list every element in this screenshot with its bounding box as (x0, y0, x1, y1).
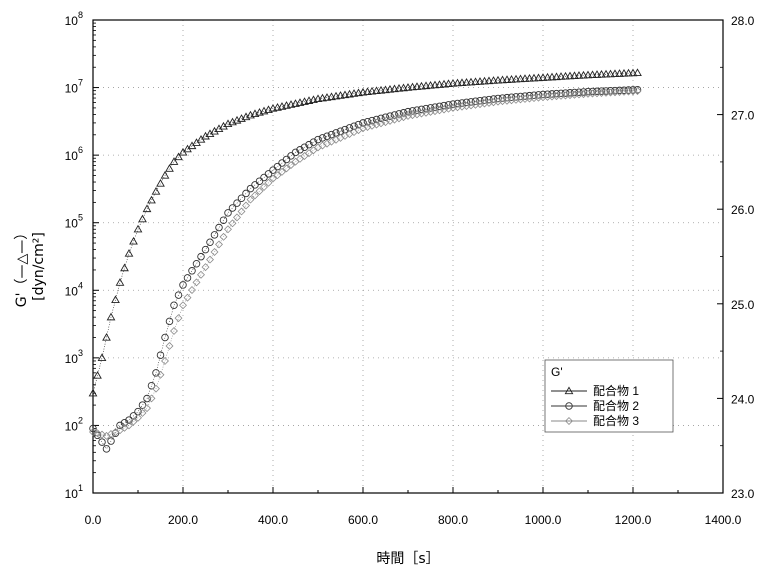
x-tick-label: 600.0 (348, 513, 378, 527)
y-left-tick-exponent: 6 (78, 145, 83, 155)
y-right-tick-label: 23.0 (731, 487, 755, 501)
y-right-tick-label: 24.0 (731, 392, 755, 406)
x-tick-label: 1200.0 (615, 513, 652, 527)
legend-title: G' (551, 365, 563, 379)
y-axis-title-line1: G'（—△—） (14, 226, 30, 307)
y-right-tick-label: 26.0 (731, 203, 755, 217)
legend-label: 配合物 1 (593, 383, 639, 398)
y-left-tick-base: 10 (65, 487, 79, 501)
y-right-tick-label: 27.0 (731, 109, 755, 123)
y-left-tick-base: 10 (65, 352, 79, 366)
y-left-tick-exponent: 8 (78, 10, 83, 20)
x-tick-label: 400.0 (258, 513, 288, 527)
y-left-tick-base: 10 (65, 419, 79, 433)
y-left-tick-base: 10 (65, 217, 79, 231)
legend-label: 配合物 3 (593, 413, 639, 428)
x-tick-label: 1400.0 (705, 513, 742, 527)
x-axis-title: 時間［s］ (376, 551, 439, 567)
x-tick-label: 0.0 (85, 513, 102, 527)
x-tick-label: 200.0 (168, 513, 198, 527)
y-left-tick-base: 10 (65, 82, 79, 96)
y-left-tick-exponent: 2 (78, 415, 83, 425)
x-tick-label: 800.0 (438, 513, 468, 527)
y-left-tick-exponent: 7 (78, 78, 83, 88)
y-left-tick-base: 10 (65, 284, 79, 298)
y-right-tick-label: 25.0 (731, 298, 755, 312)
y-left-tick-base: 10 (65, 14, 79, 28)
y-left-tick-exponent: 5 (78, 213, 83, 223)
y-left-tick-exponent: 3 (78, 348, 83, 358)
y-right-tick-label: 28.0 (731, 14, 755, 28)
legend: G' 配合物 1配合物 2配合物 3 (545, 360, 673, 432)
y-axis-title-line2: [dyn/cm²] (31, 232, 47, 301)
y-left-tick-base: 10 (65, 149, 79, 163)
y-left-tick-exponent: 4 (78, 280, 83, 290)
legend-label: 配合物 2 (593, 398, 639, 413)
x-tick-label: 1000.0 (525, 513, 562, 527)
y-left-tick-exponent: 1 (78, 483, 83, 493)
